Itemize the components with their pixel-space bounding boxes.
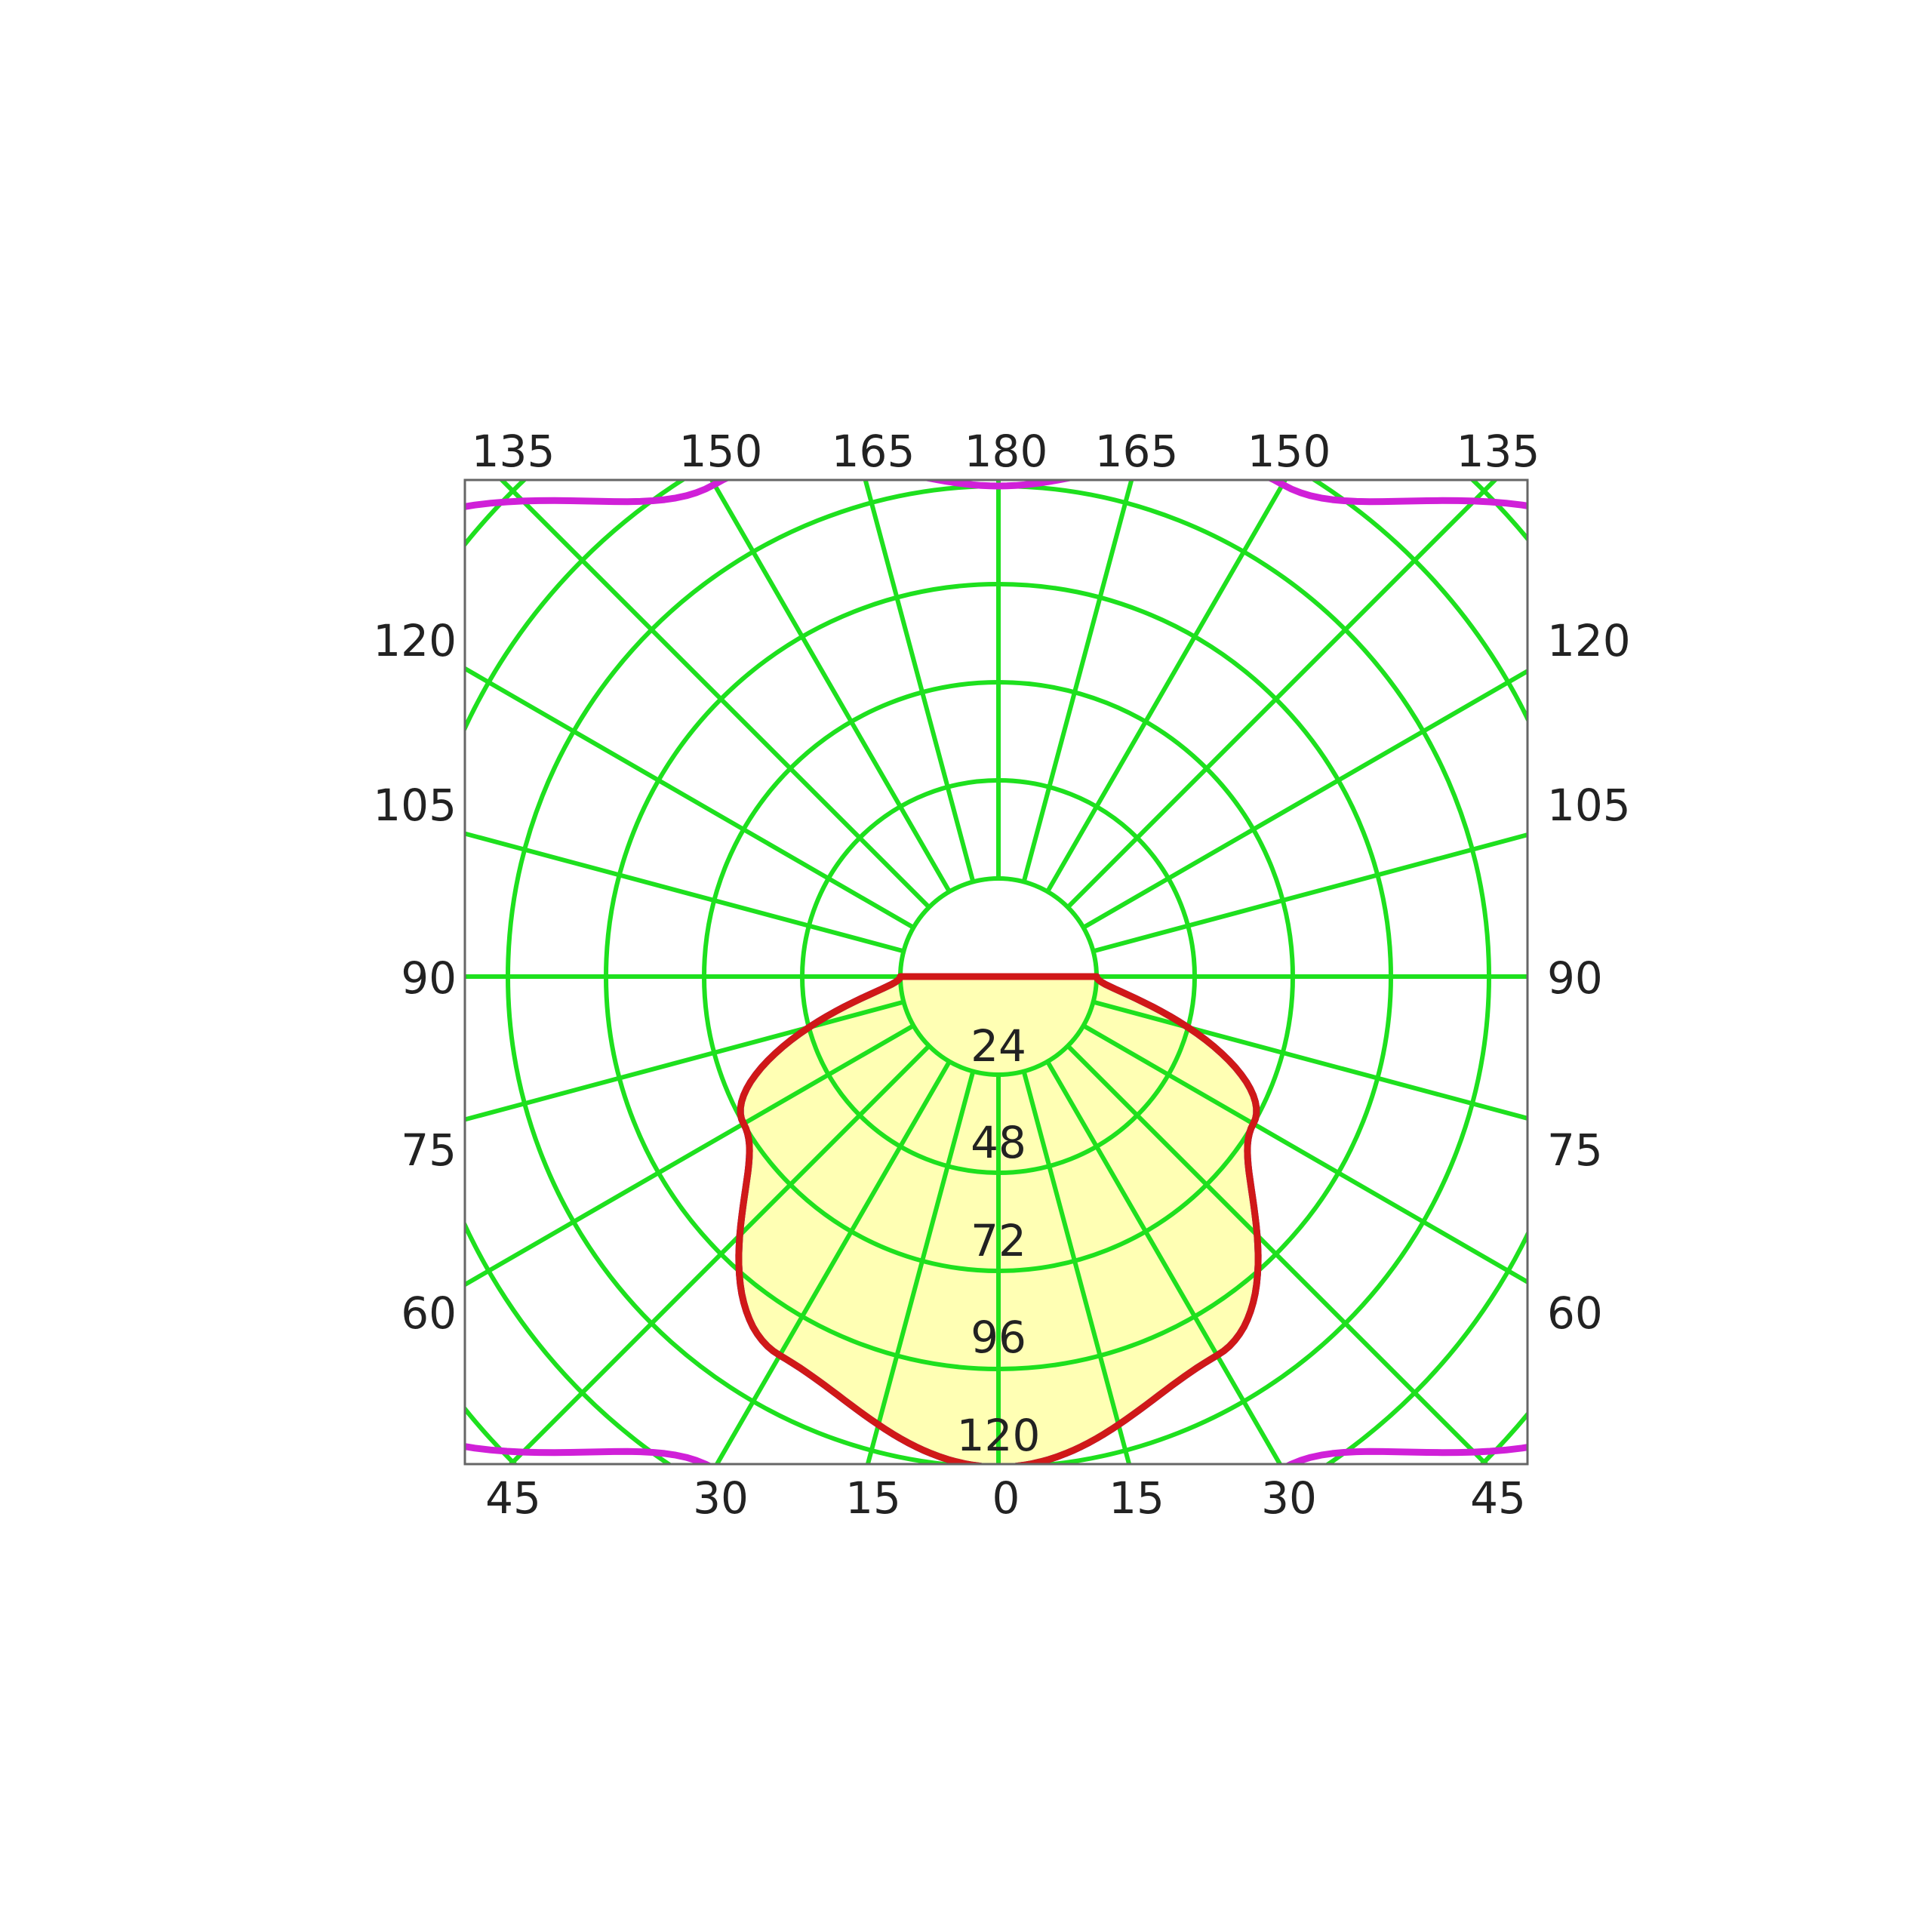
grid-spoke [1082, 668, 1527, 930]
angle-label-left: 60 [401, 1287, 457, 1339]
grid-spoke [1045, 480, 1288, 893]
top-angle-labels: 135 150 165 180 165 150 135 [472, 426, 1540, 477]
angle-label-bottom: 45 [485, 1472, 541, 1524]
grid-spoke [465, 999, 905, 1122]
radial-tick-label: 72 [971, 1215, 1026, 1266]
angle-label-right: 120 [1547, 615, 1631, 666]
grid-spoke [507, 1044, 931, 1464]
angle-label-bottom: 15 [845, 1472, 901, 1524]
grid-spoke [709, 480, 952, 893]
distribution-curves [465, 480, 1527, 1464]
grid-spoke [1092, 832, 1527, 954]
radial-tick-label: 120 [957, 1410, 1041, 1461]
radial-tick-label: 24 [971, 1020, 1026, 1072]
grid-spoke [498, 480, 931, 909]
left-angle-labels: 120 105 90 75 60 [373, 615, 457, 1339]
angle-label-left: 90 [401, 952, 457, 1004]
radial-tick-labels: 24 48 72 96 120 [957, 1020, 1041, 1461]
angle-label-top: 165 [832, 426, 915, 477]
right-angle-labels: 120 105 90 75 60 [1547, 615, 1631, 1339]
angle-label-top: 135 [1457, 426, 1540, 477]
distribution-curve [735, 973, 1262, 1464]
grid-spoke [465, 666, 915, 930]
angle-label-top: 150 [679, 426, 763, 477]
angle-label-right: 90 [1547, 952, 1603, 1004]
angle-label-left: 75 [401, 1124, 457, 1176]
angle-label-top: 150 [1247, 426, 1331, 477]
grid-spoke [1021, 480, 1134, 883]
plot-frame [463, 478, 1529, 1466]
angle-label-bottom: 0 [992, 1472, 1020, 1524]
angle-label-right: 105 [1547, 780, 1631, 831]
angle-label-top: 165 [1095, 426, 1179, 477]
angle-label-top: 135 [472, 426, 555, 477]
angle-label-bottom: 15 [1109, 1472, 1164, 1524]
grid-spoke [1066, 480, 1499, 909]
grid-spoke [1066, 1044, 1490, 1464]
angle-label-bottom: 30 [1261, 1472, 1317, 1524]
distribution-curve [465, 480, 1527, 1464]
grid-spoke [865, 1070, 976, 1464]
radial-tick-label: 96 [971, 1312, 1026, 1363]
grid-spoke [465, 1023, 915, 1287]
grid-spoke [863, 480, 976, 883]
radial-tick-label: 48 [971, 1117, 1026, 1168]
angle-label-left: 120 [373, 615, 457, 666]
grid-spoke [465, 831, 905, 954]
grid-spoke [1021, 1070, 1132, 1464]
angle-label-bottom: 30 [693, 1472, 749, 1524]
bottom-angle-labels: 45 30 15 0 15 30 45 [485, 1472, 1526, 1524]
angle-label-right: 60 [1547, 1287, 1603, 1339]
grid-spoke [1092, 999, 1527, 1121]
angle-label-left: 105 [373, 780, 457, 831]
grid-spoke [1045, 1060, 1283, 1464]
angle-label-right: 75 [1547, 1124, 1603, 1176]
grid-spoke [1082, 1023, 1527, 1285]
grid-spoke [714, 1060, 952, 1464]
angle-label-top: 180 [964, 426, 1048, 477]
angle-label-bottom: 45 [1470, 1472, 1526, 1524]
